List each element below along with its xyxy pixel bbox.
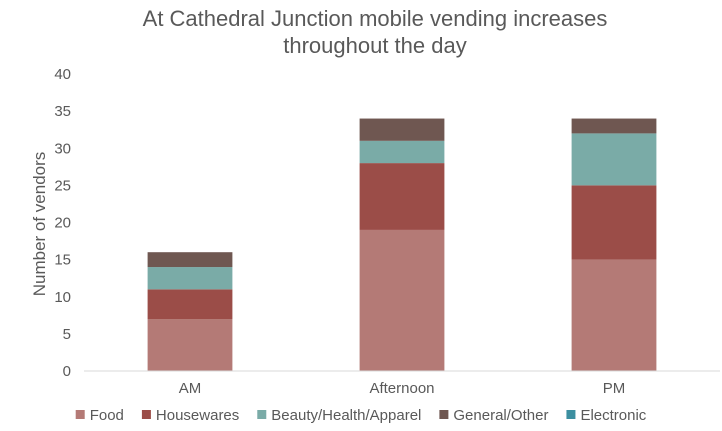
x-tick-label: AM (179, 380, 202, 397)
bar-segment (359, 118, 445, 141)
y-tick-label: 15 (54, 252, 71, 269)
legend: Food Housewares Beauty/Health/Apparel Gener… (75, 407, 647, 424)
chart-title-line-2: throughout the day (283, 33, 466, 58)
bars (147, 118, 657, 371)
x-axis-ticks: AM Afternoon PM (179, 380, 626, 397)
bar-segment (147, 319, 233, 371)
legend-label: General/Other (453, 407, 548, 424)
bar-segment (359, 140, 445, 164)
bar-segment (147, 252, 233, 268)
y-tick-label: 25 (54, 177, 71, 194)
y-tick-label: 20 (54, 215, 71, 232)
bar-segment (571, 259, 657, 371)
x-tick-label: Afternoon (369, 380, 434, 397)
chart-title-line-1: At Cathedral Junction mobile vending inc… (143, 6, 608, 31)
legend-swatch (566, 410, 576, 419)
legend-swatch (439, 410, 449, 419)
y-axis-title: Number of vendors (30, 152, 49, 297)
legend-label: Food (90, 407, 124, 424)
bar-segment (359, 163, 445, 230)
y-tick-label: 10 (54, 289, 71, 306)
bar-segment (571, 118, 657, 134)
x-tick-label: PM (603, 380, 626, 397)
legend-label: Beauty/Health/Apparel (271, 407, 421, 424)
y-tick-label: 35 (54, 103, 71, 120)
bar-segment (147, 267, 233, 290)
legend-swatch (75, 410, 85, 419)
bar-segment (571, 185, 657, 260)
bar-segment (359, 229, 445, 371)
legend-swatch (257, 410, 267, 419)
legend-label: Electronic (580, 407, 646, 424)
y-tick-label: 40 (54, 66, 71, 83)
y-tick-label: 0 (63, 363, 71, 380)
y-axis-ticks: 0 5 10 15 20 25 30 35 40 (54, 66, 71, 380)
y-tick-label: 5 (63, 326, 71, 343)
legend-swatch (141, 410, 151, 419)
bar-segment (571, 133, 657, 186)
bar-segment (147, 289, 233, 320)
legend-label: Housewares (156, 407, 239, 424)
y-tick-label: 30 (54, 140, 71, 157)
